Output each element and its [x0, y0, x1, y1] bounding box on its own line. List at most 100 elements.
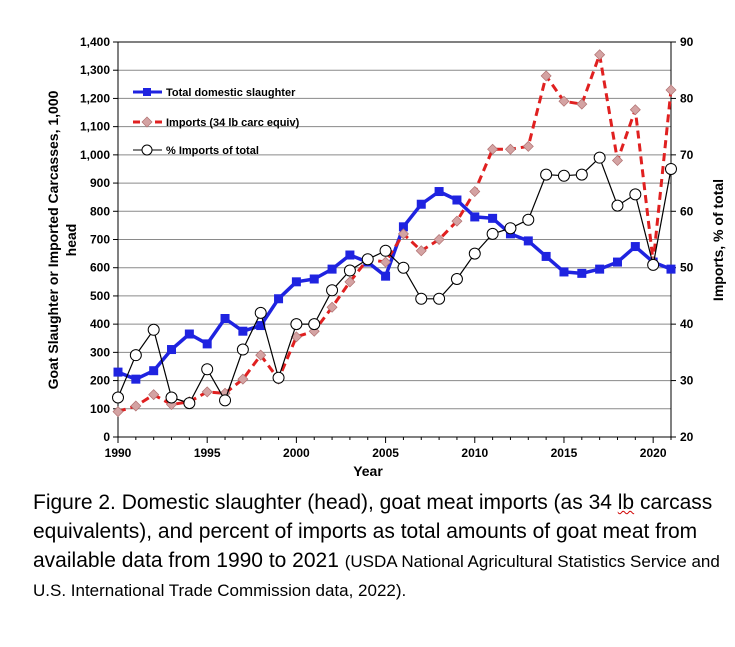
y-tick-label: 500	[90, 289, 110, 303]
data-point-imports	[469, 186, 481, 198]
x-tick-label: 2015	[551, 446, 578, 460]
data-point-imports	[255, 349, 267, 361]
y-tick-label: 0	[103, 430, 110, 444]
y2-tick-label: 20	[680, 430, 694, 444]
data-point-domestic	[416, 199, 426, 209]
y-tick-label: 600	[90, 261, 110, 275]
data-point-imports	[112, 406, 124, 418]
series-2	[112, 151, 677, 410]
y2-tick-label: 90	[680, 35, 694, 49]
data-point-domestic	[167, 345, 177, 355]
data-point-imports	[148, 389, 160, 401]
x-axis: 1990 1995 2000 2005 2010 2015 2020	[105, 437, 672, 460]
y2-tick-label: 40	[680, 317, 694, 331]
x-tick-label: 2005	[372, 446, 399, 460]
y2-tick-label: 60	[680, 204, 694, 218]
data-point-percent	[593, 151, 606, 164]
data-point-domestic	[345, 250, 355, 260]
data-point-imports	[130, 400, 142, 412]
data-point-percent	[219, 394, 232, 407]
data-point-imports	[594, 49, 606, 61]
y-tick-label: 200	[90, 374, 110, 388]
data-point-imports	[665, 84, 677, 96]
caption-text-2: carcass equivalents), and percent of imp…	[33, 491, 713, 572]
data-point-domestic	[470, 212, 480, 222]
data-point-percent	[112, 391, 124, 404]
series-line-domestic	[117, 189, 672, 381]
legend-label-percent: % Imports of total	[166, 145, 259, 157]
y-tick-label: 1,000	[80, 148, 110, 162]
data-point-domestic	[541, 251, 551, 261]
data-point-imports	[540, 70, 552, 82]
data-point-percent	[629, 188, 642, 201]
data-point-domestic	[309, 274, 319, 284]
data-point-imports	[326, 301, 338, 313]
legend-item-imports: Imports (34 lb carc equiv)	[133, 116, 300, 129]
data-point-domestic	[291, 277, 301, 287]
x-tick-label: 1995	[194, 446, 221, 460]
data-point-percent	[361, 253, 374, 266]
legend-item-percent: % Imports of total	[133, 144, 259, 157]
figure-caption: Figure 2. Domestic slaughter (head), goa…	[33, 488, 723, 605]
data-point-percent	[129, 349, 142, 362]
data-point-imports	[611, 155, 623, 166]
data-point-percent	[308, 318, 321, 331]
y-tick-label: 1,100	[80, 120, 110, 134]
data-point-imports	[451, 215, 463, 227]
data-point-percent	[557, 169, 570, 182]
data-point-domestic	[184, 329, 194, 339]
data-point-domestic	[202, 339, 212, 349]
data-point-domestic	[434, 187, 444, 197]
x-tick-label: 2000	[283, 446, 310, 460]
data-point-domestic	[113, 367, 123, 377]
data-point-imports	[308, 325, 320, 337]
x-axis-title: Year	[353, 463, 383, 479]
y2-tick-label: 50	[680, 261, 694, 275]
data-point-imports	[397, 228, 409, 240]
data-point-domestic	[131, 374, 141, 384]
data-point-domestic	[274, 294, 284, 304]
data-point-imports	[415, 245, 427, 257]
data-point-percent	[647, 258, 660, 271]
y-axis-title-line1: Goat Slaughter or Imported Carcasses, 1,…	[45, 90, 61, 389]
y2-tick-label: 70	[680, 148, 694, 162]
legend-label-imports: Imports (34 lb carc equiv)	[166, 117, 300, 129]
chart: 1990 1995 2000 2005 2010 2015 2020 0 100 200 300 4…	[45, 35, 726, 479]
caption-source: (USDA National Agricultural Statistics S…	[33, 552, 720, 600]
data-point-percent	[254, 306, 267, 319]
series-1	[112, 49, 677, 418]
y-axis-right: 20 30 40 50 60 70 80 90	[671, 35, 694, 444]
data-point-percent	[468, 247, 481, 260]
data-point-domestic	[220, 314, 230, 323]
data-point-percent	[486, 227, 499, 240]
legend-label-domestic: Total domestic slaughter	[166, 87, 296, 99]
data-point-domestic	[666, 264, 676, 274]
data-point-imports	[433, 234, 445, 245]
data-point-percent	[201, 363, 214, 376]
data-point-domestic	[612, 257, 622, 267]
series-line-imports	[117, 53, 673, 414]
x-tick-label: 2010	[461, 446, 488, 460]
data-point-percent	[147, 323, 160, 336]
gridlines	[118, 69, 671, 410]
series-line-percent	[117, 156, 672, 404]
y-tick-label: 1,400	[80, 35, 110, 49]
y-tick-label: 400	[90, 317, 110, 331]
data-point-percent	[379, 244, 392, 257]
y-tick-label: 300	[90, 345, 110, 359]
data-point-percent	[611, 199, 624, 212]
data-point-imports	[522, 140, 534, 152]
data-point-domestic	[327, 264, 337, 274]
data-point-domestic	[577, 268, 587, 278]
data-point-percent	[290, 318, 303, 331]
data-point-domestic	[630, 242, 640, 252]
series-0	[113, 187, 676, 384]
y-tick-label: 1,300	[80, 63, 110, 77]
data-point-imports	[201, 386, 213, 398]
data-point-percent	[272, 371, 285, 384]
legend-item-domestic: Total domestic slaughter	[133, 87, 296, 99]
data-point-domestic	[398, 222, 408, 232]
data-point-domestic	[256, 321, 266, 331]
y-tick-label: 800	[90, 204, 110, 218]
data-point-domestic	[452, 195, 462, 205]
